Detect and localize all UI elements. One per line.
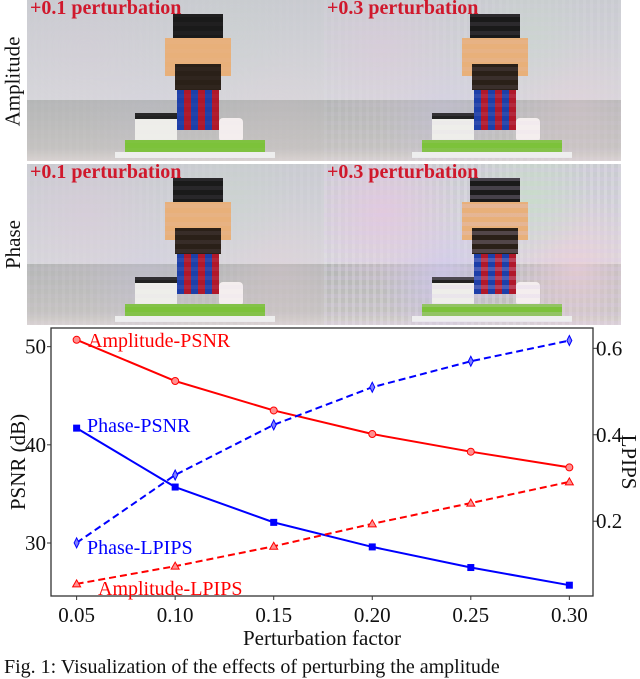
y-left-tick-label: 50 [25,335,46,359]
row-label-phase: Phase [0,164,26,325]
image-panel: +0.1 perturbation [27,0,324,161]
data-point-amplitude-lpips [71,578,82,588]
row-label-amplitude-text: Amplitude [0,36,25,126]
data-point-amplitude-psnr [269,406,278,415]
series-label: Amplitude-LPIPS [98,578,242,600]
series-line-phase-psnr [76,427,570,587]
image-panel: +0.3 perturbation [324,164,621,325]
data-point-amplitude-psnr [466,447,475,456]
x-tick-label: 0.10 [157,603,194,627]
lego-figure-image [115,8,275,158]
panel-title: +0.3 perturbation [327,0,479,19]
data-point-amplitude-psnr [368,430,377,439]
data-point-amplitude-lpips [268,541,279,550]
data-point-amplitude-psnr [565,463,574,472]
panel-title: +0.3 perturbation [327,164,479,183]
lego-figure-image [412,172,572,322]
x-tick-label: 0.20 [354,603,391,627]
panel-title: +0.1 perturbation [30,0,182,19]
image-panel: +0.1 perturbation [27,164,324,325]
series-label: Amplitude-PSNR [88,330,231,352]
data-point-amplitude-lpips [367,518,378,528]
data-point-amplitude-lpips [564,476,575,486]
panel-title: +0.1 perturbation [30,164,182,183]
series-label: Phase-LPIPS [87,537,193,559]
y-left-tick-label: 30 [25,531,46,555]
data-point-phase-psnr [270,518,278,526]
y-right-tick-label: 0.2 [596,509,622,533]
data-point-phase-psnr [171,483,179,491]
row-label-amplitude: Amplitude [0,0,26,162]
data-point-phase-psnr [565,581,573,589]
data-point-phase-lpips [566,334,573,347]
series-line-phase-lpips [76,339,570,544]
data-point-amplitude-psnr [171,377,180,386]
perturbation-chart: 0.05 0.10 0.15 0.20 0.25 0.30 30 40 50 0.2 0.4 0.6 P… [6,327,640,650]
data-point-phase-psnr [73,424,81,432]
data-point-phase-lpips [73,536,80,549]
data-point-amplitude-lpips [170,561,181,570]
y-left-tick-label: 40 [25,433,46,457]
row-label-phase-text: Phase [0,220,25,269]
x-tick-label: 0.30 [551,603,588,627]
data-point-phase-psnr [467,564,475,572]
lego-figure-image [412,8,572,158]
y-right-tick-label: 0.4 [596,423,623,447]
series-line-amplitude-lpips [76,480,570,585]
data-point-phase-lpips [270,418,277,431]
data-point-amplitude-lpips [465,498,476,507]
x-tick-label: 0.05 [58,603,95,627]
series-line-amplitude-psnr [76,338,570,469]
x-tick-label: 0.25 [452,603,489,627]
data-point-phase-lpips [369,381,376,394]
data-point-phase-lpips [467,355,474,368]
figure-caption: Fig. 1: Visualization of the effects of … [4,656,500,678]
data-point-phase-lpips [172,468,179,482]
series-label: Phase-PSNR [87,415,191,437]
x-tick-label: 0.15 [255,603,292,627]
lego-figure-image [115,172,275,322]
plot-frame [50,327,594,597]
data-point-phase-psnr [368,543,376,551]
image-panel: +0.3 perturbation [324,0,621,161]
data-point-amplitude-psnr [72,335,81,344]
x-axis-label: Perturbation factor [243,626,401,650]
y-left-axis-label: PSNR (dB) [6,414,30,510]
y-right-axis-label: LPIPS [617,435,640,490]
y-right-tick-label: 0.6 [596,336,622,360]
